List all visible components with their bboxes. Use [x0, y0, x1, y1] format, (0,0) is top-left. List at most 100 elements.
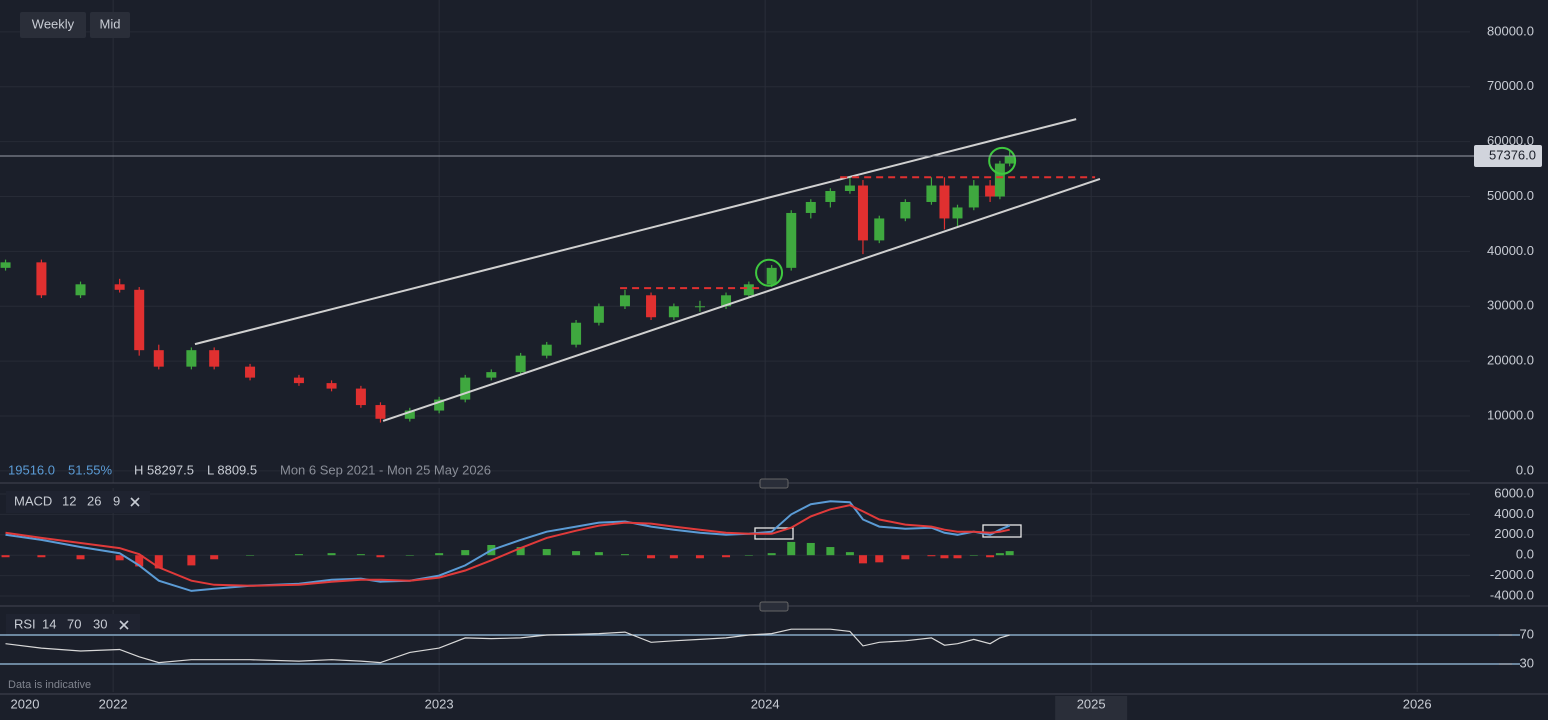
candle-body	[926, 185, 937, 202]
histogram-bar	[1, 555, 10, 558]
close-icon[interactable]	[130, 497, 140, 507]
rsi-param: 30	[93, 616, 107, 631]
histogram-bar	[294, 554, 303, 556]
candle-body	[186, 350, 197, 367]
candle-body	[293, 377, 304, 384]
histogram-bar	[187, 555, 196, 566]
y-tick-label: 30	[1520, 655, 1534, 670]
histogram-bar	[594, 552, 603, 556]
histogram-bar	[1005, 551, 1014, 556]
histogram-bar	[461, 550, 470, 556]
histogram-bar	[940, 555, 949, 559]
candle-body	[805, 201, 816, 213]
candle-body	[209, 350, 220, 367]
highlight-circle	[755, 258, 784, 287]
candle-body	[721, 295, 732, 307]
interval-button[interactable]	[20, 12, 86, 38]
x-tick-label: 2024	[751, 696, 780, 711]
y-tick-label: 0.0	[1516, 547, 1534, 562]
candle-body	[245, 366, 256, 378]
histogram-bar	[356, 554, 365, 556]
candle-body	[694, 306, 705, 308]
histogram-bar	[875, 555, 884, 563]
interval-label: Weekly	[32, 16, 75, 31]
candle-body	[0, 262, 11, 268]
macd-param: 12	[62, 493, 76, 508]
y-tick-label: 70	[1520, 626, 1534, 641]
histogram-bar	[995, 553, 1004, 556]
y-tick-label: 10000.0	[1487, 407, 1534, 422]
histogram-bar	[376, 555, 385, 558]
histogram-bar	[722, 555, 731, 558]
histogram-bar	[542, 549, 551, 556]
candle-body	[36, 262, 47, 296]
last-price-label: 57376.0	[1489, 147, 1536, 162]
histogram-bar	[787, 541, 796, 556]
panel-handle[interactable]	[759, 601, 789, 612]
candle-body	[75, 284, 86, 296]
macd-line	[5, 504, 1010, 587]
histogram-bar	[669, 555, 678, 559]
histogram-bar	[986, 555, 995, 558]
price-type-label: Mid	[100, 16, 121, 31]
x-tick-label: 2022	[99, 696, 128, 711]
price-type-button[interactable]	[90, 12, 130, 38]
close-icon[interactable]	[119, 620, 129, 630]
y-tick-label: 60000.0	[1487, 133, 1534, 148]
histogram-bar	[695, 555, 704, 559]
trend-line	[382, 177, 1101, 422]
histogram-bar	[405, 555, 414, 556]
histogram-bar	[135, 555, 144, 567]
candle-body	[786, 212, 797, 268]
histogram-bar	[969, 555, 978, 556]
histogram-bar	[246, 555, 255, 556]
histogram-bar	[953, 555, 962, 559]
histogram-bar	[572, 551, 581, 556]
candle-body	[900, 201, 911, 219]
macd-param: 26	[87, 493, 101, 508]
x-tick-highlight	[1055, 696, 1128, 720]
candle-body	[939, 185, 950, 219]
candle-body	[460, 377, 471, 400]
candle-body	[375, 405, 386, 419]
x-tick-label: 2026	[1403, 696, 1432, 711]
y-tick-mark: —	[1499, 655, 1512, 670]
candle-body	[515, 355, 526, 373]
candle-body	[593, 306, 604, 323]
rsi-legend[interactable]	[6, 614, 140, 636]
candle-body	[952, 207, 963, 219]
histogram-bar	[37, 555, 46, 558]
last-price-box	[1474, 145, 1542, 168]
rsi-title: RSI	[14, 616, 36, 631]
rsi-param: 14	[42, 616, 56, 631]
highlight-box	[982, 524, 1022, 538]
histogram-bar	[826, 547, 835, 556]
candle-body	[1004, 156, 1015, 164]
histogram-bar	[845, 552, 854, 556]
candle-body	[646, 295, 657, 318]
candle-body	[743, 284, 754, 296]
candle-body	[844, 185, 855, 192]
histogram-bar	[927, 555, 936, 557]
candle-body	[326, 383, 337, 389]
y-tick-label: 30000.0	[1487, 298, 1534, 313]
histogram-bar	[767, 553, 776, 556]
panel-handle[interactable]	[759, 478, 789, 489]
y-tick-label: 50000.0	[1487, 188, 1534, 203]
y-tick-label: 20000.0	[1487, 353, 1534, 368]
histogram-bar	[620, 554, 629, 556]
histogram-bar	[806, 542, 815, 556]
macd-legend[interactable]	[6, 491, 150, 513]
x-start-label: 2020	[11, 696, 40, 711]
macd-param: 9	[113, 493, 120, 508]
trend-line	[194, 118, 1077, 346]
histogram-bar	[858, 555, 867, 564]
y-tick-label: 70000.0	[1487, 78, 1534, 93]
low: L 8809.5	[207, 462, 257, 477]
y-tick-label: 40000.0	[1487, 243, 1534, 258]
rsi-line	[5, 628, 1010, 664]
histogram-bar	[115, 555, 124, 561]
y-tick-label: 6000.0	[1494, 485, 1534, 500]
